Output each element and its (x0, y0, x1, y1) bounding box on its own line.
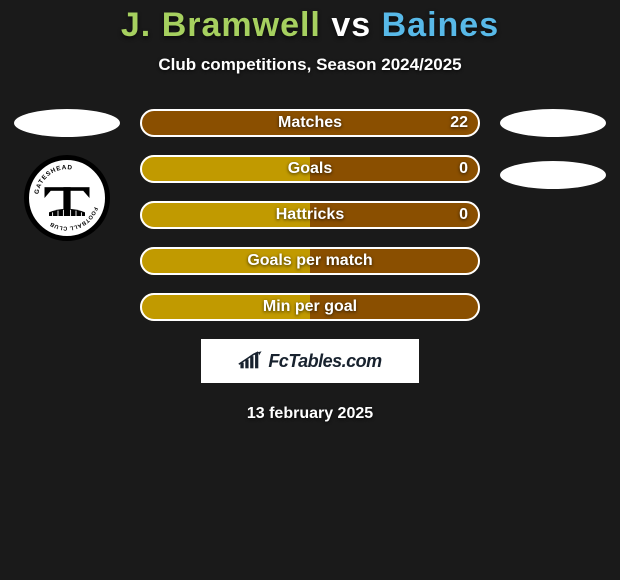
vs-text: vs (331, 6, 371, 44)
player2-name: Baines (382, 6, 500, 44)
stat-val-right: 0 (459, 206, 468, 224)
stat-val-right: 0 (459, 160, 468, 178)
fctables-logo[interactable]: FcTables.com (201, 339, 419, 383)
comparison-row: GATESHEAD FOOTBALL CLUB (0, 109, 620, 321)
stat-label: Goals per match (247, 252, 372, 270)
gateshead-crest-icon: GATESHEAD FOOTBALL CLUB (31, 162, 103, 234)
stat-bar-matches: Matches 22 (140, 109, 480, 137)
title: J. Bramwell vs Baines (0, 6, 620, 45)
stat-bar-goals: Goals 0 (140, 155, 480, 183)
stat-bar-min-per-goal: Min per goal (140, 293, 480, 321)
stat-label: Hattricks (276, 206, 344, 224)
subtitle: Club competitions, Season 2024/2025 (0, 55, 620, 75)
player1-avatar-ellipse (14, 109, 120, 137)
left-column: GATESHEAD FOOTBALL CLUB (12, 109, 122, 241)
club-crest-left: GATESHEAD FOOTBALL CLUB (24, 155, 110, 241)
club2-ellipse (500, 161, 606, 189)
stat-label: Goals (288, 160, 332, 178)
stat-label: Min per goal (263, 298, 357, 316)
stat-bar-hattricks: Hattricks 0 (140, 201, 480, 229)
stat-bar-goals-per-match: Goals per match (140, 247, 480, 275)
player2-avatar-ellipse (500, 109, 606, 137)
player1-name: J. Bramwell (121, 6, 321, 44)
footer-date: 13 february 2025 (0, 405, 620, 423)
right-column (498, 109, 608, 189)
stats-column: Matches 22 Goals 0 Hattricks 0 Goals per match… (140, 109, 480, 321)
stat-val-right: 22 (450, 114, 468, 132)
stat-label: Matches (278, 114, 342, 132)
fctables-logo-text: FcTables.com (268, 351, 381, 372)
bar-chart-icon (238, 351, 264, 371)
